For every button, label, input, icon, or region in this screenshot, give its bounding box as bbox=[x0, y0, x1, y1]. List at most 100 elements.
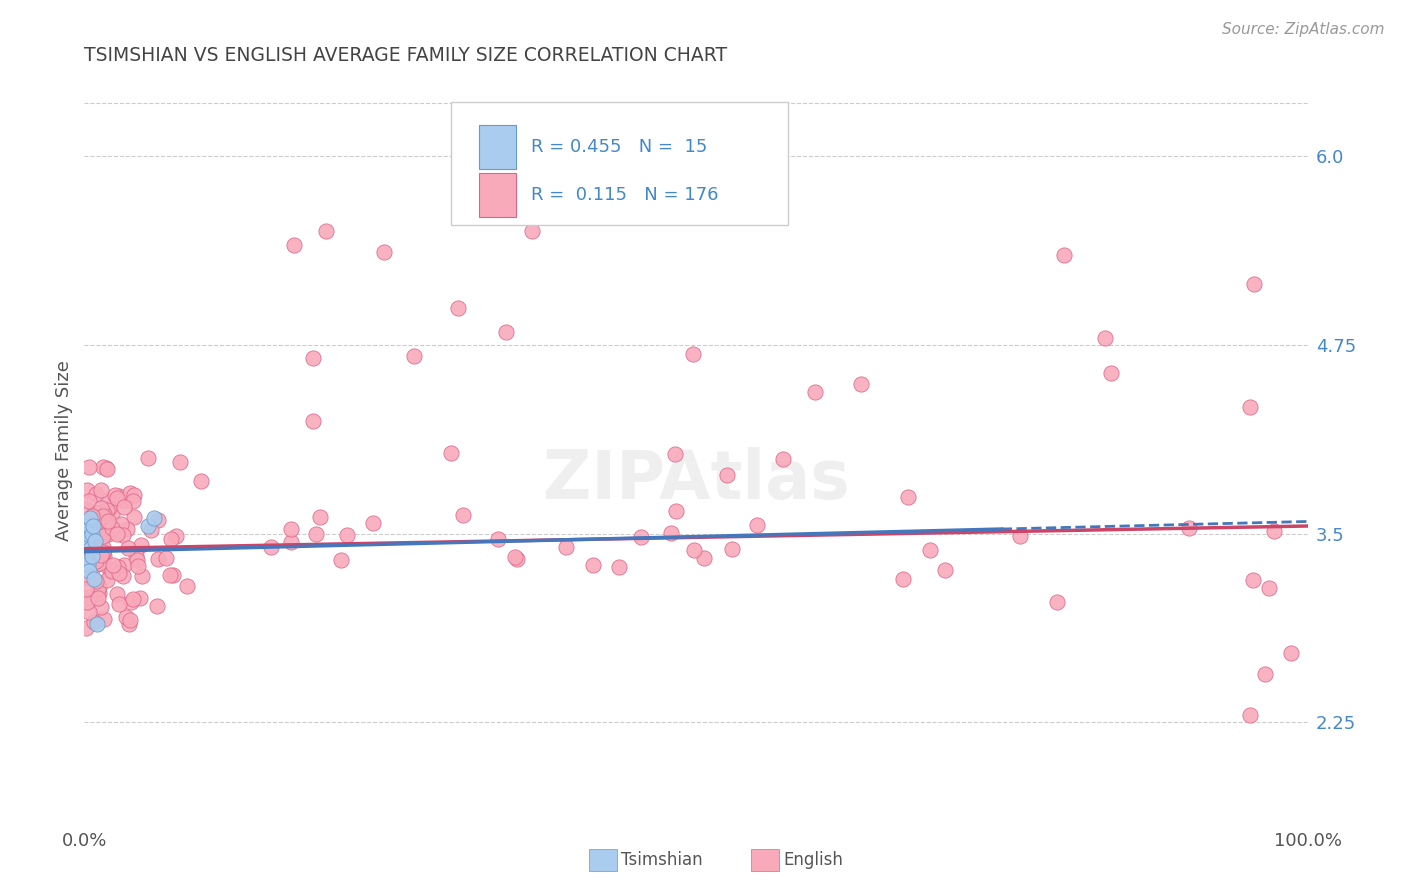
Point bbox=[96, 461, 118, 475]
Point bbox=[582, 558, 605, 573]
Point bbox=[75, 514, 97, 528]
Point bbox=[1094, 331, 1116, 345]
Point bbox=[114, 610, 136, 624]
Point bbox=[308, 510, 330, 524]
Point bbox=[77, 519, 100, 533]
Point bbox=[93, 549, 115, 564]
Point bbox=[83, 513, 105, 527]
Point bbox=[125, 553, 148, 567]
Point bbox=[143, 511, 166, 525]
Point bbox=[83, 546, 105, 560]
Point bbox=[146, 552, 169, 566]
Point bbox=[373, 244, 395, 259]
Point bbox=[75, 582, 97, 597]
Point bbox=[305, 526, 328, 541]
Text: Source: ZipAtlas.com: Source: ZipAtlas.com bbox=[1222, 22, 1385, 37]
Point bbox=[136, 450, 159, 465]
Point bbox=[87, 580, 110, 594]
Point bbox=[84, 534, 107, 549]
Point bbox=[745, 518, 768, 533]
Point bbox=[93, 509, 115, 524]
Point bbox=[94, 521, 117, 535]
Point bbox=[84, 487, 107, 501]
FancyBboxPatch shape bbox=[451, 103, 787, 225]
Point bbox=[90, 546, 112, 560]
Point bbox=[77, 526, 100, 541]
Point bbox=[77, 605, 100, 619]
Point bbox=[87, 586, 110, 600]
Point bbox=[155, 550, 177, 565]
Point bbox=[1008, 529, 1031, 543]
Point bbox=[447, 301, 470, 315]
Point bbox=[91, 557, 114, 571]
Point bbox=[402, 350, 425, 364]
Point bbox=[84, 518, 107, 533]
Point bbox=[315, 224, 337, 238]
Bar bbox=[479, 173, 516, 218]
Point bbox=[1254, 666, 1277, 681]
Point bbox=[683, 542, 706, 557]
Point bbox=[76, 534, 98, 549]
Point bbox=[486, 532, 509, 546]
Point bbox=[96, 503, 118, 517]
Point bbox=[495, 325, 517, 339]
Point bbox=[91, 460, 114, 475]
Point bbox=[131, 568, 153, 582]
Point bbox=[90, 542, 112, 557]
Point bbox=[75, 570, 97, 584]
Point bbox=[127, 559, 149, 574]
Point bbox=[176, 579, 198, 593]
Point bbox=[146, 513, 169, 527]
Point bbox=[934, 564, 956, 578]
Point bbox=[91, 545, 114, 559]
Text: TSIMSHIAN VS ENGLISH AVERAGE FAMILY SIZE CORRELATION CHART: TSIMSHIAN VS ENGLISH AVERAGE FAMILY SIZE… bbox=[84, 45, 727, 65]
Point bbox=[122, 494, 145, 508]
Point bbox=[283, 238, 305, 252]
Point bbox=[108, 598, 131, 612]
Point bbox=[80, 556, 103, 570]
Point bbox=[146, 599, 169, 613]
Point bbox=[101, 564, 124, 578]
Text: Tsimshian: Tsimshian bbox=[621, 851, 703, 869]
Point bbox=[122, 510, 145, 524]
Point bbox=[112, 558, 135, 573]
Point bbox=[82, 509, 104, 524]
Point bbox=[87, 530, 110, 544]
Point bbox=[301, 351, 323, 365]
Point bbox=[90, 483, 112, 497]
Point bbox=[1257, 581, 1279, 595]
Point bbox=[90, 505, 112, 519]
Point bbox=[77, 460, 100, 475]
Point bbox=[76, 517, 98, 532]
Point bbox=[86, 554, 108, 568]
Point bbox=[77, 493, 100, 508]
Point bbox=[1239, 708, 1261, 723]
Point bbox=[97, 527, 120, 541]
Bar bbox=[479, 125, 516, 169]
Point bbox=[804, 384, 827, 399]
Point bbox=[93, 540, 115, 554]
Point bbox=[97, 501, 120, 516]
Point bbox=[682, 346, 704, 360]
Point bbox=[659, 526, 682, 541]
Point bbox=[83, 615, 105, 629]
Point bbox=[101, 558, 124, 573]
Point bbox=[114, 493, 136, 508]
Point bbox=[105, 526, 128, 541]
Point bbox=[75, 547, 97, 561]
Point bbox=[329, 552, 352, 566]
Point bbox=[1053, 248, 1076, 262]
Point bbox=[117, 541, 139, 556]
Point bbox=[86, 617, 108, 632]
Point bbox=[630, 530, 652, 544]
Point bbox=[77, 565, 100, 579]
Point bbox=[79, 533, 101, 548]
Point bbox=[336, 528, 359, 542]
Point bbox=[129, 538, 152, 552]
Point bbox=[112, 569, 135, 583]
Point bbox=[160, 533, 183, 547]
Point bbox=[165, 528, 187, 542]
Point bbox=[503, 549, 526, 564]
Point bbox=[80, 549, 103, 564]
Point bbox=[82, 519, 104, 533]
